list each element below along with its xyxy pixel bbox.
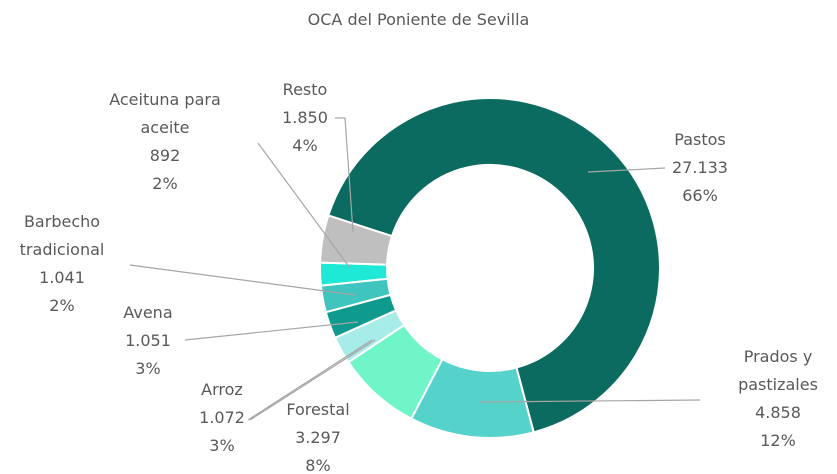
- label-percent: 12%: [760, 431, 796, 450]
- data-label: Forestal 3.297 8%: [273, 396, 363, 474]
- chart-title: OCA del Poniente de Sevilla: [307, 10, 530, 29]
- data-label: Barbecho tradicional 1.041 2%: [2, 208, 122, 320]
- label-name: Barbecho tradicional: [19, 212, 105, 259]
- label-name: Arroz: [201, 380, 243, 399]
- leader-line: [335, 117, 354, 233]
- leader-line: [247, 339, 373, 421]
- data-label: Resto 1.850 4%: [265, 76, 345, 160]
- data-label: Pastos 27.133 66%: [645, 126, 755, 210]
- data-label: Prados y pastizales 4.858 12%: [723, 343, 833, 455]
- leader-line: [587, 167, 666, 173]
- label-value: 4.858: [755, 403, 801, 422]
- label-value: 1.051: [125, 331, 171, 350]
- data-label: Arroz 1.072 3%: [192, 376, 252, 460]
- label-name: Aceituna para aceite: [109, 90, 221, 137]
- label-value: 1.850: [282, 108, 328, 127]
- label-percent: 66%: [682, 186, 718, 205]
- label-name: Resto: [282, 80, 328, 99]
- leader-line: [129, 264, 356, 296]
- label-name: Forestal: [286, 400, 350, 419]
- label-percent: 8%: [305, 456, 331, 474]
- leader-line: [184, 321, 359, 341]
- label-percent: 2%: [152, 174, 178, 193]
- leader-line: [479, 399, 701, 403]
- data-label: Aceituna para aceite 892 2%: [95, 86, 235, 198]
- label-percent: 3%: [209, 436, 235, 455]
- label-name: Pastos: [674, 130, 726, 149]
- label-name: Prados y pastizales: [738, 347, 818, 394]
- leader-line: [249, 339, 376, 421]
- label-percent: 2%: [49, 296, 75, 315]
- label-value: 3.297: [295, 428, 341, 447]
- leader-line: [257, 142, 351, 269]
- label-percent: 3%: [135, 359, 161, 378]
- label-name: Avena: [123, 303, 173, 322]
- label-value: 1.041: [39, 268, 85, 287]
- label-percent: 4%: [292, 136, 318, 155]
- label-value: 892: [149, 146, 181, 165]
- label-value: 1.072: [199, 408, 245, 427]
- data-label: Avena 1.051 3%: [108, 299, 188, 383]
- donut-slice: [327, 97, 661, 434]
- label-value: 27.133: [672, 158, 728, 177]
